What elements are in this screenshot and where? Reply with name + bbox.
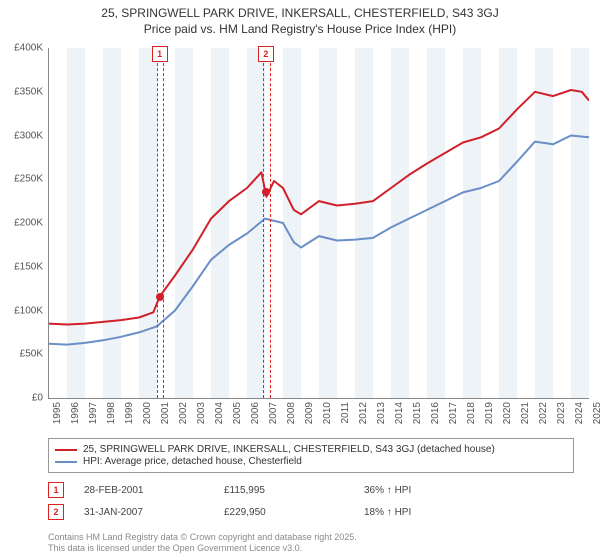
sale-marker-tab: 2: [258, 46, 274, 62]
series-line-property: [49, 90, 589, 325]
legend-label-hpi: HPI: Average price, detached house, Ches…: [83, 456, 302, 467]
x-tick-label: 2009: [304, 402, 315, 424]
sale-price-1: £115,995: [224, 485, 364, 496]
sale-point-dot: [156, 293, 164, 301]
chart-svg: [49, 48, 589, 398]
x-tick-label: 2015: [412, 402, 423, 424]
legend-swatch-hpi: [55, 461, 77, 463]
x-tick-label: 2020: [502, 402, 513, 424]
sale-price-2: £229,950: [224, 507, 364, 518]
legend-swatch-property: [55, 449, 77, 451]
legend: 25, SPRINGWELL PARK DRIVE, INKERSALL, CH…: [48, 438, 574, 473]
sale-date-1: 28-FEB-2001: [84, 485, 224, 496]
x-tick-label: 2013: [376, 402, 387, 424]
x-tick-label: 2018: [466, 402, 477, 424]
y-tick-label: £50K: [0, 349, 43, 360]
sale-marker-tab: 1: [152, 46, 168, 62]
y-tick-label: £100K: [0, 305, 43, 316]
sale-badge-1: 1: [48, 482, 64, 498]
x-tick-label: 2022: [538, 402, 549, 424]
legend-label-property: 25, SPRINGWELL PARK DRIVE, INKERSALL, CH…: [83, 444, 495, 455]
x-tick-label: 2017: [448, 402, 459, 424]
x-tick-label: 2023: [556, 402, 567, 424]
x-tick-label: 2021: [520, 402, 531, 424]
chart-title: 25, SPRINGWELL PARK DRIVE, INKERSALL, CH…: [0, 0, 600, 37]
x-tick-label: 1995: [52, 402, 63, 424]
x-tick-label: 2011: [340, 402, 351, 424]
sale-badge-2: 2: [48, 504, 64, 520]
x-tick-label: 2019: [484, 402, 495, 424]
x-tick-label: 2024: [574, 402, 585, 424]
footer-line-1: Contains HM Land Registry data © Crown c…: [48, 532, 357, 543]
sale-point-dot: [262, 188, 270, 196]
y-tick-label: £300K: [0, 130, 43, 141]
y-tick-label: £400K: [0, 43, 43, 54]
x-tick-label: 2012: [358, 402, 369, 424]
x-tick-label: 2006: [250, 402, 261, 424]
sale-delta-2: 18% ↑ HPI: [364, 507, 504, 518]
x-tick-label: 1997: [88, 402, 99, 424]
y-tick-label: £150K: [0, 261, 43, 272]
price-chart: 1995199619971998199920002001200220032004…: [48, 48, 589, 399]
x-tick-label: 2000: [142, 402, 153, 424]
x-tick-label: 2025: [592, 402, 600, 424]
series-line-hpi: [49, 136, 589, 345]
x-tick-label: 2003: [196, 402, 207, 424]
footer-line-2: This data is licensed under the Open Gov…: [48, 543, 357, 554]
x-tick-label: 1998: [106, 402, 117, 424]
sale-date-2: 31-JAN-2007: [84, 507, 224, 518]
x-tick-label: 2001: [160, 402, 171, 424]
legend-item-property: 25, SPRINGWELL PARK DRIVE, INKERSALL, CH…: [55, 444, 567, 455]
title-line-2: Price paid vs. HM Land Registry's House …: [0, 22, 600, 38]
x-tick-label: 2008: [286, 402, 297, 424]
y-tick-label: £200K: [0, 218, 43, 229]
title-line-1: 25, SPRINGWELL PARK DRIVE, INKERSALL, CH…: [0, 6, 600, 22]
y-tick-label: £0: [0, 393, 43, 404]
x-tick-label: 2005: [232, 402, 243, 424]
legend-item-hpi: HPI: Average price, detached house, Ches…: [55, 456, 567, 467]
footer: Contains HM Land Registry data © Crown c…: [48, 532, 357, 554]
sale-row-1: 1 28-FEB-2001 £115,995 36% ↑ HPI: [48, 482, 574, 498]
sale-row-2: 2 31-JAN-2007 £229,950 18% ↑ HPI: [48, 504, 574, 520]
x-tick-label: 2010: [322, 402, 333, 424]
x-tick-label: 1999: [124, 402, 135, 424]
x-tick-label: 1996: [70, 402, 81, 424]
x-tick-label: 2016: [430, 402, 441, 424]
x-tick-label: 2004: [214, 402, 225, 424]
x-tick-label: 2002: [178, 402, 189, 424]
sale-marker-band: [157, 48, 164, 398]
x-tick-label: 2007: [268, 402, 279, 424]
sale-marker-band: [263, 48, 270, 398]
x-tick-label: 2014: [394, 402, 405, 424]
y-tick-label: £250K: [0, 174, 43, 185]
sale-delta-1: 36% ↑ HPI: [364, 485, 504, 496]
y-tick-label: £350K: [0, 86, 43, 97]
